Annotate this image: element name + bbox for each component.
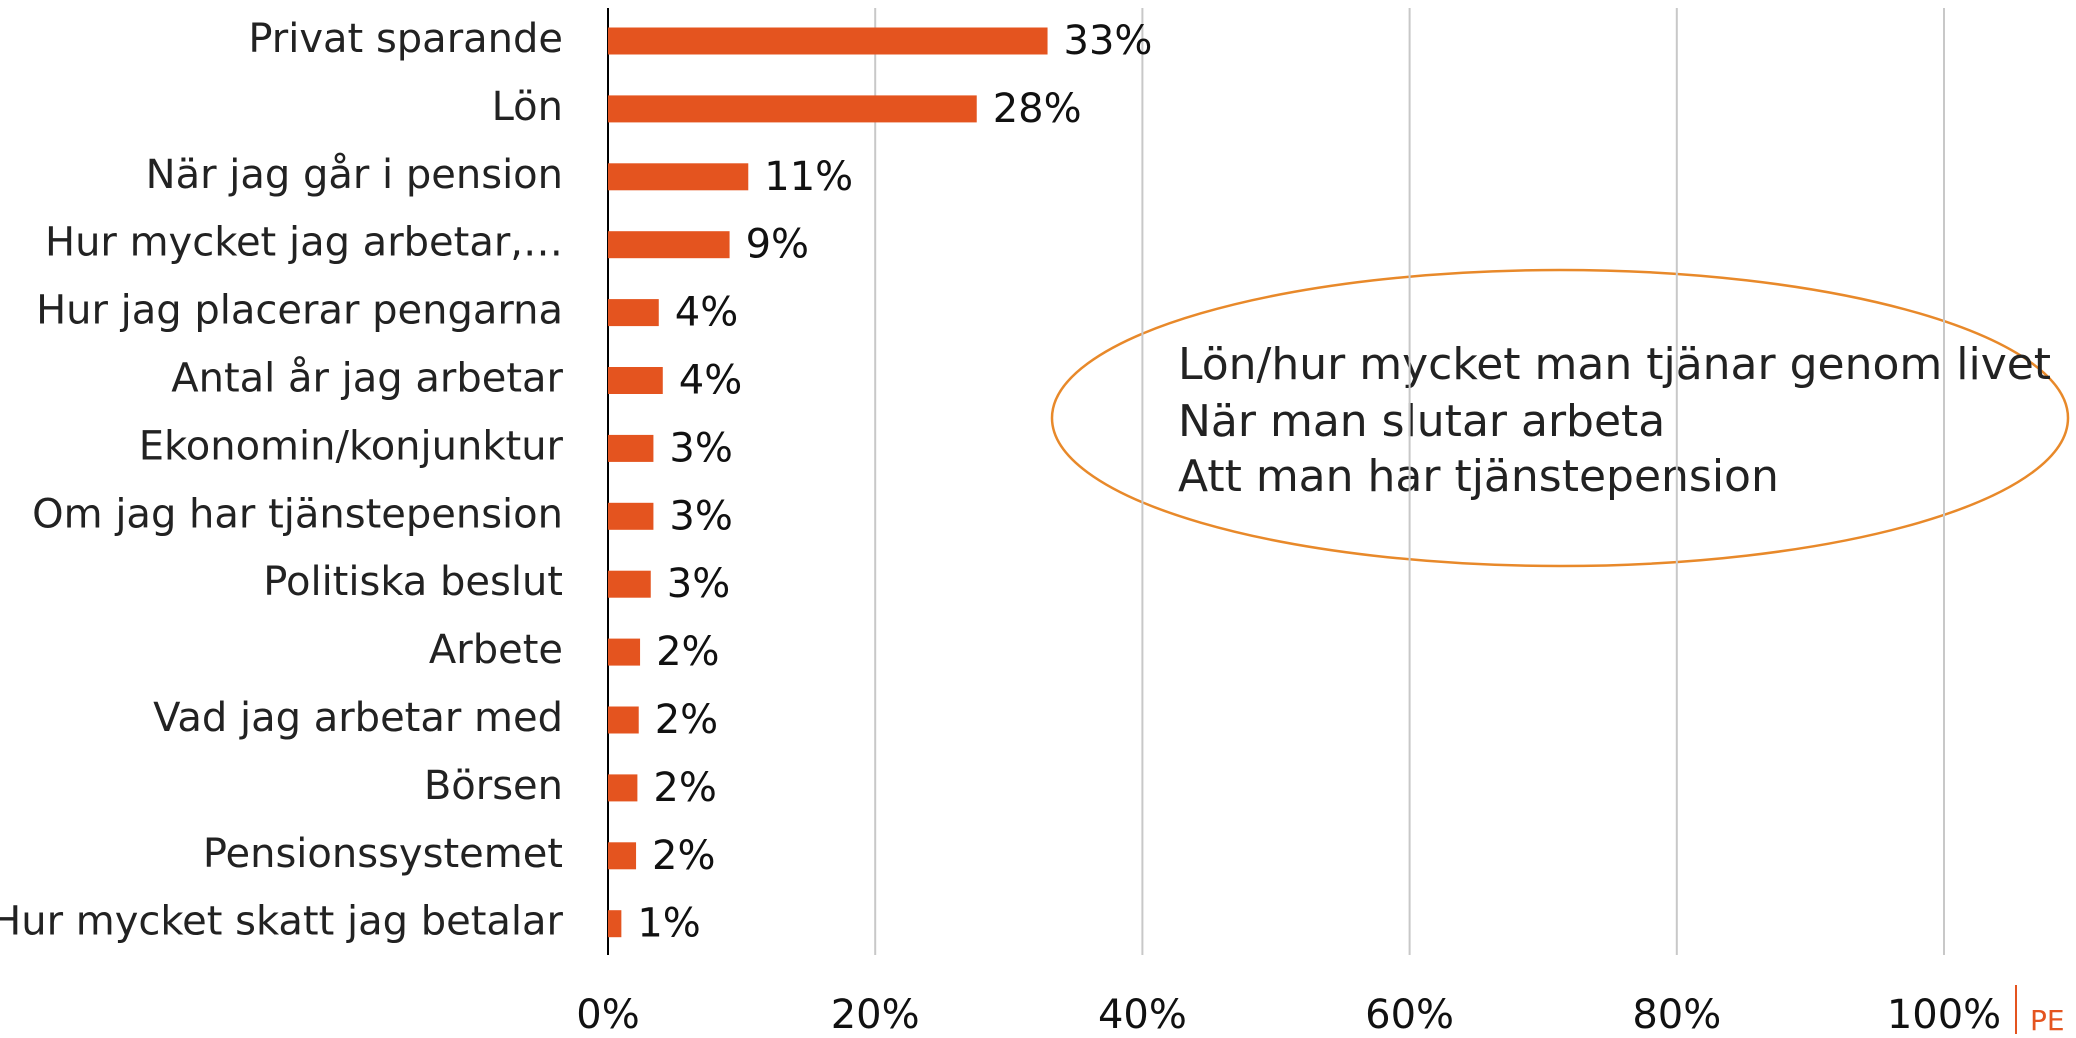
category-label: Vad jag arbetar med [153,695,563,741]
category-label: Politiska beslut [263,559,563,605]
category-label: Ekonomin/konjunktur [139,423,564,469]
value-label: 2% [653,765,716,811]
x-tick-label: 20% [831,992,920,1034]
bar [608,502,654,530]
bar [608,299,659,327]
value-label: 3% [669,425,732,471]
value-label: 3% [667,561,730,607]
category-label: Privat sparande [248,16,563,62]
value-label: 2% [652,833,715,879]
value-label: 2% [656,629,719,675]
bar [608,910,622,938]
annotation-line: Att man har tjänstepension [1178,451,1779,502]
value-label: 4% [679,358,742,404]
value-label: 33% [1064,18,1153,64]
category-label: Hur mycket skatt jag betalar [0,899,564,945]
value-label: 11% [764,154,853,200]
bar [608,95,977,123]
bar [608,231,730,259]
bar [608,163,749,191]
category-label: Om jag har tjänstepension [32,491,563,537]
x-tick-label: 40% [1098,992,1187,1034]
value-label: 4% [675,290,738,336]
annotation-ellipse [1050,268,2070,568]
category-label: Lön [492,84,563,130]
category-label: Hur mycket jag arbetar,… [45,220,563,266]
annotation-line: När man slutar arbeta [1178,396,1665,447]
value-label: 1% [637,901,700,947]
bar [608,638,641,666]
bar [608,367,663,394]
value-label: 2% [655,697,718,743]
value-label: 9% [746,222,809,268]
category-label: Antal år jag arbetar [171,356,563,402]
value-label: 28% [993,86,1082,132]
category-label: Hur jag placerar pengarna [36,288,563,334]
annotation-line: Lön/hur mycket man tjänar genom livet [1178,339,2051,390]
bar [608,706,639,734]
x-tick-label: 60% [1365,992,1454,1034]
bar [608,842,637,870]
x-tick-label: 0% [576,992,639,1034]
x-tick-label: 100% [1887,992,2001,1034]
bar [608,434,654,462]
category-label: Arbete [429,627,563,673]
bar [608,570,651,598]
value-label: 3% [669,493,732,539]
category-label: När jag går i pension [146,152,563,198]
x-tick-label: 80% [1632,992,1721,1034]
category-label: Börsen [424,763,563,809]
category-label: Pensionssystemet [203,831,563,877]
logo-text: PE [2030,1004,2065,1034]
bar [608,774,638,802]
bar [608,27,1048,55]
